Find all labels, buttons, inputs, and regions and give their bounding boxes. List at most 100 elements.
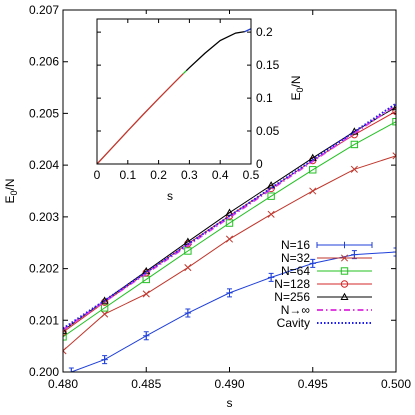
legend-error-cap <box>316 242 373 248</box>
x-tick-label: 0.500 <box>381 377 411 391</box>
x-tick-label: 0.485 <box>131 377 161 391</box>
error-bar <box>68 367 74 372</box>
inset-series-line <box>185 31 245 72</box>
y-axis-label: E0/N <box>3 178 19 203</box>
data-point <box>392 152 396 160</box>
y-tick-label: 0.207 <box>29 3 59 17</box>
legend-entry: N=64 <box>281 264 372 278</box>
legend-entry: N=16 <box>281 238 373 252</box>
inset-chart: 0 0.1 0.2 0.3 0.4 0.500.050.10.150.2 s E0/N <box>72 14 305 203</box>
inset-y-tick-label: 0.15 <box>256 58 280 72</box>
data-point <box>184 263 192 272</box>
data-point <box>225 235 234 243</box>
data-point <box>63 333 67 341</box>
inset-series-line <box>244 28 252 33</box>
error-bar <box>310 258 316 268</box>
data-point <box>184 247 192 255</box>
inset-series-line <box>182 70 187 75</box>
y-tick-label: 0.206 <box>29 55 59 69</box>
inset-y-tick-label: 0 <box>256 157 263 171</box>
legend-entry: Cavity <box>277 316 372 330</box>
legend-label: N=256 <box>274 290 310 304</box>
inset-background <box>72 14 254 164</box>
legend-entry: N=128 <box>274 277 372 291</box>
svg-text:E0/N: E0/N <box>289 75 305 100</box>
data-point <box>63 347 67 355</box>
legend-label: N=128 <box>274 277 310 291</box>
error-bar <box>185 308 191 318</box>
data-point <box>309 166 317 174</box>
data-point <box>225 219 234 227</box>
legend-label: N=64 <box>281 264 310 278</box>
legend-marker <box>340 267 349 275</box>
y-tick-label: 0.202 <box>29 262 59 276</box>
inset-tick-labels: 0 0.1 0.2 0.3 0.4 0.500.050.10.150.2 <box>94 25 280 182</box>
x-tick-label: 0.490 <box>214 377 244 391</box>
y-tick-label: 0.203 <box>29 210 59 224</box>
y-tick-label: 0.200 <box>29 365 59 379</box>
error-bar <box>143 331 149 341</box>
main-chart: 0.480 0.485 0.490 0.495 0.5000.2000.2010.202… <box>3 3 411 410</box>
inset-x-tick-label: 0.3 <box>181 168 198 182</box>
series-6 <box>63 102 396 330</box>
legend-label: Cavity <box>277 316 310 330</box>
inset-plot-frame <box>96 18 252 165</box>
series-1 <box>63 152 396 355</box>
inset-y-tick-label: 0.05 <box>256 124 280 138</box>
data-point <box>100 296 109 304</box>
inset-x-axis-label: s <box>167 189 173 203</box>
data-point <box>392 248 396 256</box>
main-plot-frame <box>62 9 397 373</box>
data-point <box>309 187 317 195</box>
data-point <box>267 210 275 218</box>
error-bar <box>227 288 232 298</box>
inset-x-tick-label: 0.2 <box>150 168 167 182</box>
y-tick-label: 0.201 <box>29 313 59 327</box>
x-tick-label: 0.480 <box>48 377 78 391</box>
series-line <box>63 121 396 338</box>
inset-series <box>96 28 252 165</box>
data-point <box>100 304 109 312</box>
legend-label: N=32 <box>281 251 310 265</box>
x-axis-label: s <box>227 396 233 410</box>
error-bar <box>102 355 108 365</box>
inset-x-tick-label: 0.1 <box>119 168 136 182</box>
legend-marker <box>341 241 348 249</box>
data-point <box>267 181 276 189</box>
data-point <box>101 310 109 318</box>
svg-text:E0/N: E0/N <box>3 178 19 203</box>
y-tick-label: 0.205 <box>29 106 59 120</box>
legend-marker <box>340 280 349 288</box>
legend-label: N=16 <box>281 238 310 252</box>
data-point <box>350 165 358 173</box>
legend-entry: N=256 <box>274 290 372 304</box>
data-point <box>63 326 68 334</box>
inset-y-axis-label: E0/N <box>289 75 305 100</box>
data-point <box>350 140 359 149</box>
error-bar <box>351 250 357 260</box>
error-bar <box>393 247 396 257</box>
error-bar <box>268 272 274 282</box>
data-point <box>142 290 150 298</box>
legend-label: N→∞ <box>281 303 310 317</box>
data-point <box>267 192 275 200</box>
main-series <box>63 102 396 372</box>
data-point <box>225 208 234 216</box>
legend-entry: N=32 <box>281 251 372 265</box>
data-point <box>391 102 396 111</box>
legend-marker <box>340 254 349 262</box>
inset-y-tick-label: 0.1 <box>256 91 273 105</box>
inset-x-tick-label: 0.4 <box>212 168 229 182</box>
inset-x-tick-label: 0.5 <box>243 168 260 182</box>
main-tick-labels: 0.480 0.485 0.490 0.495 0.5000.2000.2010.202… <box>29 3 411 391</box>
series-line <box>63 102 396 330</box>
inset-x-tick-label: 0 <box>94 168 101 182</box>
x-tick-label: 0.495 <box>298 377 328 391</box>
legend-marker <box>340 292 349 301</box>
y-tick-label: 0.204 <box>29 158 59 172</box>
inset-series-line <box>96 73 184 165</box>
inset-y-tick-label: 0.2 <box>256 25 273 39</box>
legend-entry: N→∞ <box>281 303 372 317</box>
